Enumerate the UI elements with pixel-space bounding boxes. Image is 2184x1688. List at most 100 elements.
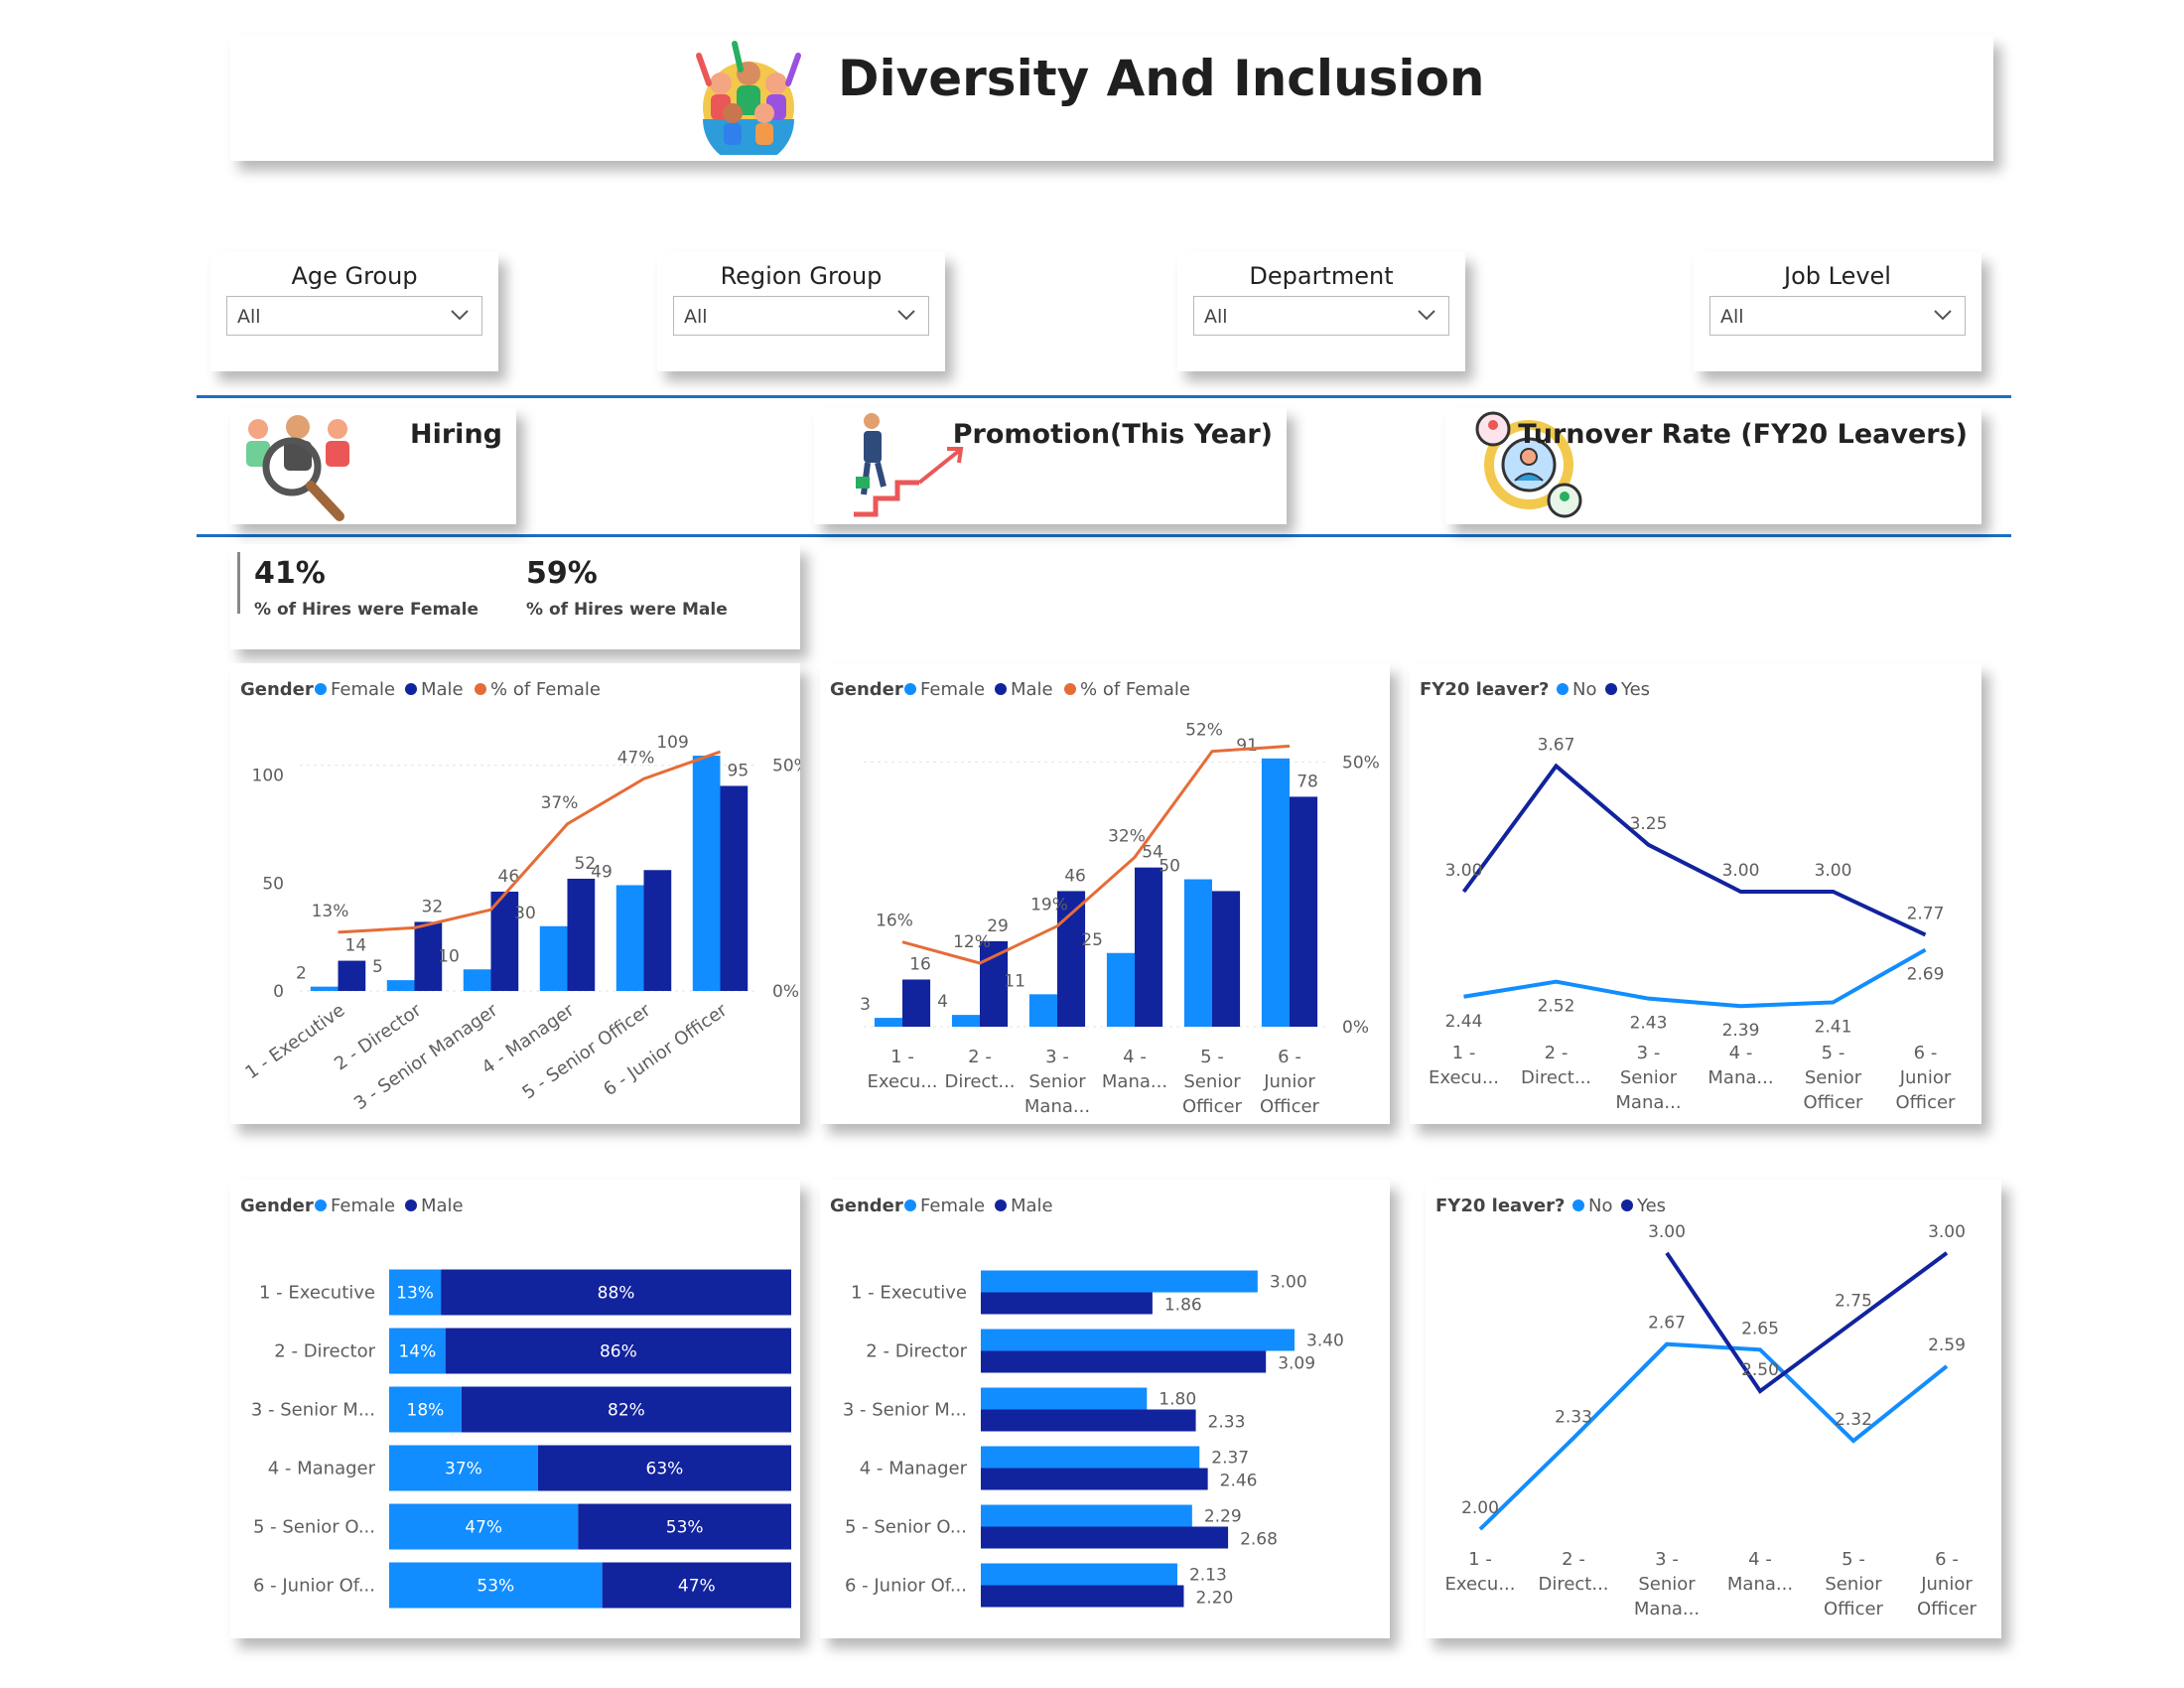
legend-marker [904,1199,916,1211]
legend-item: Female [920,679,985,700]
y-tick-label: 0 [273,982,284,1002]
leaver-rating-chart-card: FY20 leaver? No Yes 2.00 2.33 2.67 2.65 2.32 2.5… [1426,1180,2001,1638]
data-label-female: 5 [372,957,383,977]
bar-male [902,979,931,1027]
x-tick-label: Execu... [1444,1574,1515,1595]
data-label-male: 1.86 [1164,1296,1202,1316]
data-label: 2.77 [1907,904,1945,923]
hiring-header: Hiring [230,407,516,524]
data-label-pct: 32% [1108,826,1146,846]
bar-female [981,1387,1148,1410]
legend-marker [995,1199,1007,1211]
x-tick-label: Execu... [1429,1067,1499,1088]
legend-marker [904,683,916,695]
bar-male [490,892,519,991]
region-group-dropdown[interactable]: All [673,296,929,336]
data-label: 2.50 [1741,1360,1779,1380]
data-label-male: 3.09 [1278,1354,1315,1374]
data-label-male: 63% [646,1460,684,1479]
y-tick-label: 3 - Senior M... [843,1400,967,1421]
bar-male [981,1468,1208,1490]
data-label-female: 3.40 [1306,1332,1344,1351]
data-label: 2.39 [1722,1021,1760,1041]
bar-male [720,785,749,991]
x-tick-label: 5 - [1822,1043,1845,1063]
data-label-pct: 16% [876,912,913,931]
section-divider-bottom [197,534,2011,537]
x-tick-label: 6 - [1914,1043,1938,1063]
legend-item: Male [1011,1196,1053,1216]
chevron-down-icon [897,310,915,321]
dropdown-value: All [1720,306,1744,328]
legend-title: Gender [830,679,903,700]
job-level-dropdown[interactable]: All [1709,296,1966,336]
data-label: 3.00 [1815,861,1852,881]
x-tick-label: Junior [1920,1574,1973,1595]
legend-item: Male [421,679,464,700]
data-label: 2.41 [1815,1017,1852,1037]
data-label-male: 78 [1297,772,1318,791]
pct-female-line [338,750,722,934]
slicer-title: Job Level [1784,262,1891,290]
x-tick-label: 4 - [1123,1047,1147,1067]
bar-male [445,1328,791,1374]
x-tick-label: 6 - [1278,1047,1301,1067]
legend-marker [995,683,1007,695]
slicer-age-group[interactable]: Age Group All [210,252,498,371]
data-label-male: 53% [666,1518,704,1538]
bar-male [461,1386,791,1433]
data-label-male: 82% [608,1401,645,1421]
y-tick-label: 50 [262,874,284,894]
bar-male [981,1409,1196,1432]
data-label-female: 1.80 [1159,1390,1196,1410]
chevron-down-icon [1418,310,1435,321]
bar-male [1135,867,1163,1027]
data-label: 2.59 [1928,1336,1966,1355]
data-label-female: 50 [1159,857,1180,877]
bar-female [389,1386,462,1433]
data-label: 2.32 [1835,1410,1872,1430]
data-label-male: 54 [1142,843,1163,863]
data-label-male: 2.20 [1195,1589,1233,1609]
bar-male [643,870,672,991]
data-label-male: 46 [1064,866,1086,886]
career-stairs-icon [854,413,964,517]
x-tick-label: Senior [1638,1574,1696,1595]
y2-tick-label: 0% [772,982,799,1002]
y-tick-label: 5 - Senior O... [845,1517,967,1538]
turnover-header: Turnover Rate (FY20 Leavers) [1445,407,1981,524]
x-tick-label: Mana... [1102,1071,1167,1092]
slicer-job-level[interactable]: Job Level All [1694,252,1981,371]
hiring-kpi-card: 41% % of Hires were Female 59% % of Hire… [230,544,800,649]
pct-female-line [901,744,1291,965]
bar-female [981,1563,1177,1586]
kpi-female-label: % of Hires were Female [254,600,479,620]
legend-marker [405,683,417,695]
bar-female [310,986,339,991]
slicer-region-group[interactable]: Region Group All [657,252,945,371]
bar-female [389,1503,579,1550]
age-group-dropdown[interactable]: All [226,296,482,336]
data-label-male: 16 [909,954,931,974]
department-dropdown[interactable]: All [1193,296,1449,336]
x-tick-label: 2 - [1545,1043,1569,1063]
y-tick-label: 2 - Director [274,1341,375,1362]
slicer-title: Region Group [720,262,883,290]
x-tick-label: 5 - Senior Officer [518,1000,654,1104]
y-tick-label: 2 - Director [866,1341,967,1362]
slicer-title: Department [1249,262,1394,290]
x-tick-label: 1 - Executive [241,1000,348,1083]
data-label-male: 52 [575,854,597,874]
x-tick-label: Direct... [944,1071,1015,1092]
recruitment-icon [246,415,349,521]
data-label: 3.00 [1445,861,1483,881]
legend-marker [1572,1199,1584,1211]
data-label-female: 47% [465,1518,502,1538]
data-label-female: 3 [860,995,871,1015]
promotion-title: Promotion(This Year) [952,419,1273,450]
bar-female [386,980,415,991]
data-label: 2.75 [1835,1291,1872,1311]
data-label-male: 2.68 [1240,1530,1278,1550]
slicer-department[interactable]: Department All [1177,252,1465,371]
data-label-male: 88% [598,1284,635,1304]
